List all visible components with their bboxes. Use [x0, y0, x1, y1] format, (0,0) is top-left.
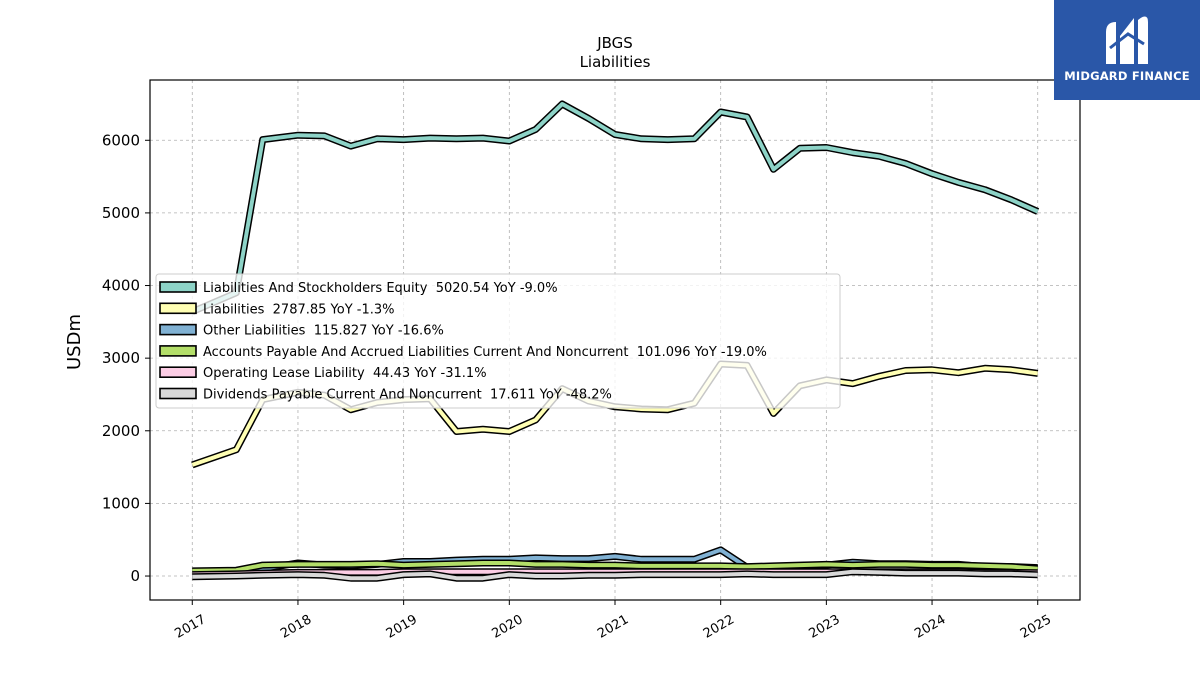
x-tick-label: 2019 [384, 612, 420, 642]
legend-box [155, 273, 841, 409]
legend-label: Dividends Payable Current And Noncurrent… [203, 388, 612, 403]
y-tick-label: 0 [130, 567, 140, 585]
legend-entry: Operating Lease Liability 44.43 YoY -31.… [159, 366, 487, 381]
series-lines [190, 100, 1040, 582]
legend-label: Liabilities 2787.85 YoY -1.3% [203, 302, 395, 317]
legend-entry: Liabilities And Stockholders Equity 5020… [159, 281, 558, 296]
legend-label: Operating Lease Liability 44.43 YoY -31.… [203, 366, 487, 381]
brand-logo: MIDGARD FINANCE [1054, 0, 1200, 100]
legend: Liabilities And Stockholders Equity 5020… [155, 273, 841, 409]
legend-entry: Dividends Payable Current And Noncurrent… [159, 387, 612, 403]
y-tick-label: 4000 [102, 277, 140, 295]
legend-entry: Accounts Payable And Accrued Liabilities… [159, 345, 767, 360]
logo-text: MIDGARD FINANCE [1064, 69, 1190, 83]
x-tick-label: 2022 [701, 612, 737, 642]
x-tick-label: 2023 [807, 612, 843, 642]
midgard-logo-icon [1106, 16, 1148, 65]
legend-swatch [159, 345, 197, 357]
series-line-stroke [192, 561, 1038, 573]
legend-label: Liabilities And Stockholders Equity 5020… [203, 281, 558, 296]
x-tick-label: 2017 [172, 612, 208, 642]
legend-swatch [159, 281, 197, 293]
y-axis-ticks: 0 1000 2000 3000 4000 5000 6000 [102, 131, 150, 585]
legend-label: Accounts Payable And Accrued Liabilities… [203, 345, 767, 360]
legend-entry: Other Liabilities 115.827 YoY -16.6% [159, 323, 444, 339]
legend-swatch [159, 366, 197, 379]
chart-title: JBGS [596, 34, 633, 52]
series-line-stroke [191, 102, 1039, 314]
y-axis-label: USDm [64, 314, 85, 370]
series-line [190, 100, 1040, 315]
legend-entry: Liabilities 2787.85 YoY -1.3% [159, 302, 395, 317]
series-line [192, 568, 1038, 582]
x-tick-label: 2018 [278, 612, 314, 642]
y-tick-label: 6000 [102, 131, 140, 149]
series-line-stroke [192, 569, 1038, 581]
legend-label: Other Liabilities 115.827 YoY -16.6% [203, 324, 444, 339]
chart-subtitle: Liabilities [580, 53, 651, 71]
legend-swatch [159, 302, 197, 315]
y-tick-label: 2000 [102, 422, 140, 440]
series-line [192, 559, 1038, 575]
x-tick-label: 2025 [1018, 612, 1054, 642]
legend-swatch [159, 323, 197, 336]
x-axis-ticks: 2017 2018 2019 2020 2021 2022 2023 2024 2025 [172, 600, 1054, 642]
legend-swatch [159, 387, 197, 400]
y-tick-label: 5000 [102, 204, 140, 222]
x-tick-label: 2024 [912, 612, 948, 642]
x-tick-label: 2021 [595, 612, 631, 642]
y-tick-label: 1000 [102, 494, 140, 512]
y-tick-label: 3000 [102, 349, 140, 367]
x-tick-label: 2020 [489, 612, 525, 642]
